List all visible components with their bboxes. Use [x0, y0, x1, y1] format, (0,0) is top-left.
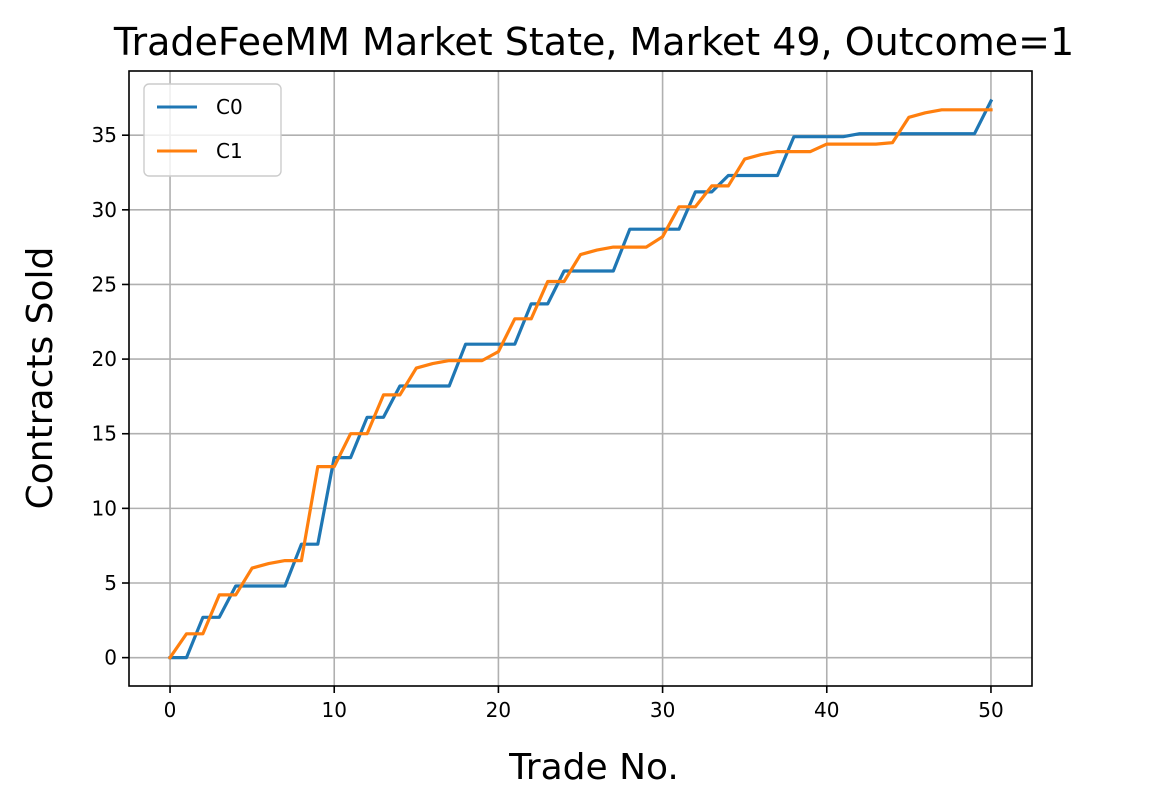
legend: C0 C1 — [143, 83, 282, 177]
x-tick-label: 50 — [978, 698, 1003, 722]
y-axis-title: Contracts Sold — [20, 247, 61, 510]
y-tick-label: 10 — [92, 496, 117, 520]
legend-label-c0: C0 — [216, 95, 243, 119]
grid — [129, 71, 1032, 686]
series-line-c1 — [167, 108, 993, 660]
legend-box — [143, 83, 282, 177]
y-tick-label: 15 — [92, 422, 117, 446]
x-axis-title: Trade No. — [508, 747, 679, 788]
legend-label-c1: C1 — [216, 139, 243, 163]
y-tick-label: 30 — [92, 198, 117, 222]
y-tick-label: 5 — [104, 571, 117, 595]
x-tick-label: 40 — [814, 698, 839, 722]
x-axis-ticks: 0 10 20 30 40 50 — [164, 686, 1004, 722]
y-axis-ticks: 0 5 10 15 20 25 30 35 — [92, 123, 129, 670]
plot-frame — [128, 70, 1033, 687]
y-tick-label: 35 — [92, 123, 117, 147]
y-tick-label: 20 — [92, 347, 117, 371]
series-layer — [167, 98, 994, 660]
x-tick-label: 30 — [650, 698, 675, 722]
series-line-c0 — [168, 98, 994, 660]
y-tick-label: 25 — [92, 272, 117, 296]
x-tick-label: 20 — [486, 698, 511, 722]
x-tick-label: 10 — [322, 698, 347, 722]
y-tick-label: 0 — [104, 646, 117, 670]
x-tick-label: 0 — [164, 698, 177, 722]
chart-title: TradeFeeMM Market State, Market 49, Outc… — [113, 20, 1074, 64]
